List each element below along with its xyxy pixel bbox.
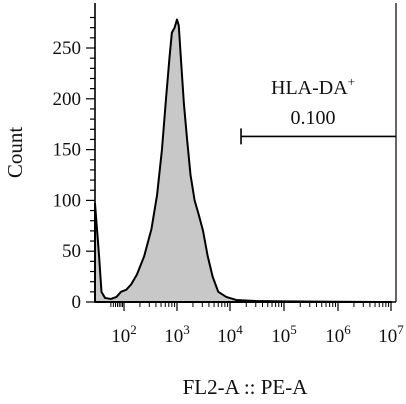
gate-name-label: HLA-DA+ [271,74,355,99]
gate: HLA-DA+ 0.100 [240,74,396,145]
x-tick-label: 102 [111,322,137,347]
x-tick-label: 106 [325,322,351,347]
x-tick-label: 103 [164,322,190,347]
y-tick-label: 100 [53,190,82,211]
y-tick-label: 250 [53,38,82,59]
x-tick-label: 107 [378,322,404,347]
y-tick-label: 200 [53,89,82,110]
x-axis-label: FL2-A :: PE-A [183,375,309,399]
gate-value-label: 0.100 [291,107,336,129]
plot-area [94,18,392,303]
y-tick-label: 50 [62,241,81,262]
y-axis-label: Count [3,127,27,179]
x-tick-label: 105 [271,322,297,347]
axes: 0 50 100 150 200 250 102 103 104 105 106 107 [53,3,404,347]
histogram-area [94,18,392,303]
y-tick-label: 150 [53,140,82,161]
x-tick-label: 104 [217,322,243,347]
y-tick-label: 0 [72,292,82,313]
